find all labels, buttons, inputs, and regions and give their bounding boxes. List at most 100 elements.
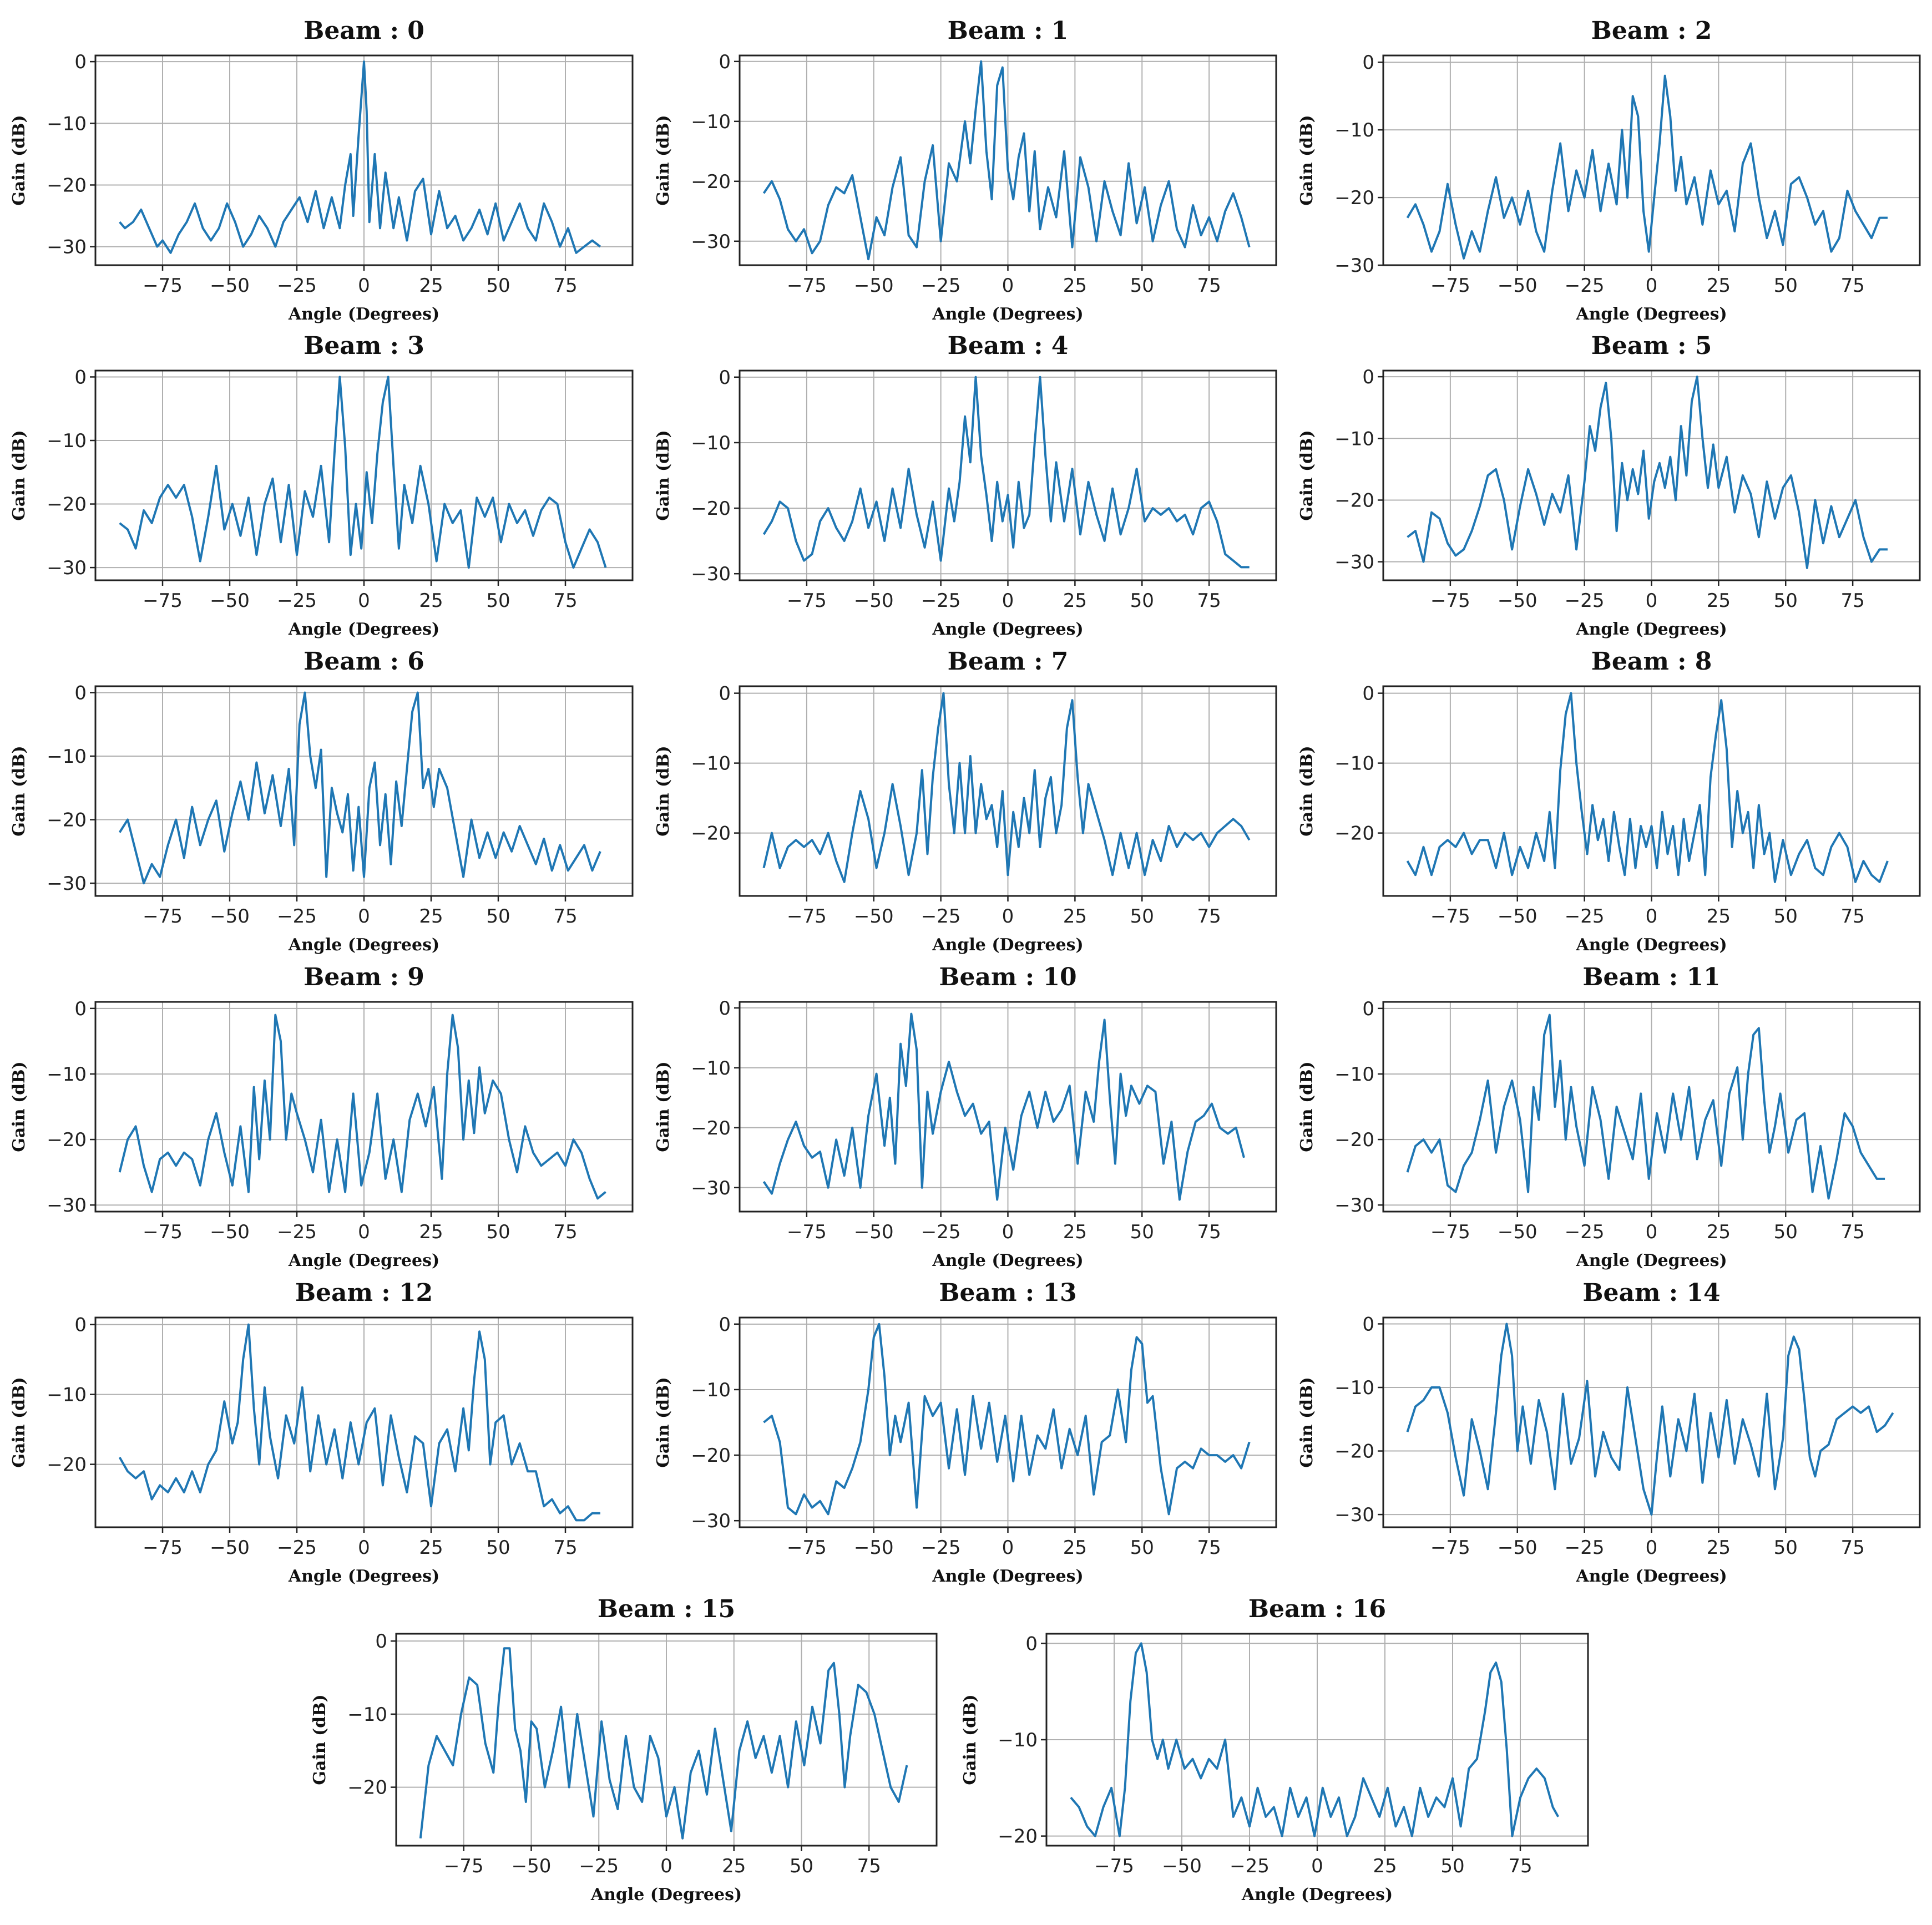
x-tick-label: −75 [143, 1221, 183, 1243]
x-tick-label: −25 [277, 1221, 317, 1243]
x-axis-label: Angle (Degrees) [1575, 1567, 1727, 1586]
x-tick-label: 0 [1646, 905, 1658, 928]
y-axis-label: Gain (dB) [310, 1694, 330, 1785]
y-tick-label: −10 [691, 111, 731, 133]
y-tick-label: −10 [998, 1729, 1038, 1751]
x-tick-label: 75 [1197, 590, 1221, 612]
x-tick-label: 50 [1440, 1855, 1464, 1877]
x-tick-label: −25 [277, 590, 317, 612]
x-tick-label: 75 [1197, 1221, 1221, 1243]
x-tick-label: 0 [358, 275, 370, 297]
x-tick-label: −25 [921, 1537, 961, 1559]
x-tick-label: 25 [1707, 590, 1731, 612]
x-axis-label: Angle (Degrees) [932, 1251, 1083, 1270]
gain-curve-beam-0 [119, 60, 601, 254]
chart-title: Beam : 12 [295, 1279, 433, 1307]
x-tick-label: 50 [1130, 905, 1154, 928]
x-tick-label: −75 [787, 905, 827, 928]
x-tick-label: −75 [787, 1221, 827, 1243]
x-tick-label: 0 [1002, 1221, 1014, 1243]
y-tick-label: −30 [47, 1194, 87, 1217]
y-axis-label: Gain (dB) [654, 1377, 673, 1467]
x-tick-label: 50 [1130, 590, 1154, 612]
gain-curve-beam-1 [762, 60, 1251, 261]
x-tick-label: 0 [1002, 905, 1014, 928]
x-tick-label: −50 [210, 590, 250, 612]
y-axis-label: Gain (dB) [1297, 115, 1317, 205]
x-tick-label: 50 [486, 1537, 510, 1559]
x-tick-label: 50 [1774, 905, 1798, 928]
x-tick-label: 75 [553, 590, 577, 612]
x-tick-label: 25 [419, 1537, 443, 1559]
y-tick-label: −10 [691, 1057, 731, 1080]
y-tick-label: −30 [691, 1177, 731, 1199]
x-tick-label: 75 [1197, 275, 1221, 297]
x-tick-label: −50 [854, 590, 894, 612]
x-tick-label: −50 [854, 275, 894, 297]
y-tick-label: 0 [1362, 52, 1374, 74]
x-axis-label: Angle (Degrees) [932, 305, 1083, 324]
gain-curve-beam-10 [762, 1012, 1245, 1201]
y-tick-label: 0 [74, 682, 87, 704]
x-axis-label: Angle (Degrees) [288, 620, 439, 639]
y-axis-label: Gain (dB) [9, 430, 29, 520]
x-tick-label: 50 [790, 1855, 813, 1877]
y-tick-label: −10 [47, 430, 87, 452]
y-tick-label: −20 [47, 494, 87, 516]
y-tick-label: −30 [1334, 1194, 1374, 1217]
x-tick-label: 75 [553, 905, 577, 928]
x-tick-label: −25 [921, 1221, 961, 1243]
gain-curve-beam-12 [118, 1323, 600, 1522]
x-tick-label: −50 [1498, 590, 1537, 612]
y-tick-label: −30 [1334, 551, 1374, 574]
chart-panel-beam-0: −75 −50 −25 0 25 50 75 0 −10 −20 −30 Beam : 0 Angle … [9, 17, 634, 324]
y-tick-label: −10 [47, 746, 87, 768]
x-tick-label: 50 [486, 590, 510, 612]
chart-title: Beam : 11 [1582, 963, 1720, 991]
x-axis-label: Angle (Degrees) [932, 935, 1083, 955]
x-tick-label: −50 [512, 1855, 552, 1877]
x-tick-label: 0 [1311, 1855, 1323, 1877]
x-tick-label: −25 [921, 275, 961, 297]
x-tick-label: −75 [1430, 275, 1470, 297]
x-tick-label: 25 [419, 590, 443, 612]
y-tick-label: −10 [1334, 753, 1374, 775]
gain-curve-beam-7 [762, 692, 1251, 883]
x-tick-label: 50 [486, 1221, 510, 1243]
gain-curve-beam-9 [118, 1014, 606, 1200]
y-tick-label: −10 [691, 1379, 731, 1401]
y-tick-label: −20 [1334, 1441, 1374, 1463]
y-axis-label: Gain (dB) [9, 1377, 29, 1467]
x-tick-label: 0 [1002, 1537, 1014, 1559]
x-tick-label: 0 [358, 590, 370, 612]
x-tick-label: −25 [277, 275, 317, 297]
x-axis-label: Angle (Degrees) [1575, 305, 1727, 324]
gain-curve-beam-8 [1406, 692, 1889, 883]
y-tick-label: 0 [719, 51, 731, 73]
x-tick-label: 50 [1774, 590, 1798, 612]
chart-panel-beam-2: −75 −50 −25 0 25 50 75 0 −10 −20 −30 Beam : 2 Angle … [1297, 17, 1921, 324]
y-axis-label: Gain (dB) [9, 746, 29, 836]
x-tick-label: −75 [787, 275, 827, 297]
y-tick-label: 0 [719, 1314, 731, 1336]
x-tick-label: 25 [1707, 275, 1731, 297]
y-tick-label: 0 [1362, 1313, 1374, 1335]
x-tick-label: 50 [1774, 1221, 1798, 1243]
y-tick-label: 0 [74, 1314, 87, 1336]
gain-curve-beam-16 [1070, 1642, 1560, 1837]
x-axis-label: Angle (Degrees) [932, 1567, 1083, 1586]
y-tick-label: −30 [691, 1510, 731, 1532]
y-tick-label: −30 [1334, 1504, 1374, 1526]
y-tick-label: 0 [74, 51, 87, 73]
chart-title: Beam : 8 [1591, 647, 1712, 676]
x-tick-label: 25 [1063, 590, 1087, 612]
y-tick-label: −30 [691, 231, 731, 253]
gain-curve-beam-4 [762, 376, 1250, 569]
y-tick-label: 0 [74, 366, 87, 388]
x-tick-label: 50 [1774, 1537, 1798, 1559]
y-axis-label: Gain (dB) [1297, 1061, 1317, 1152]
x-tick-label: 0 [358, 1221, 370, 1243]
x-axis-label: Angle (Degrees) [288, 935, 439, 955]
x-tick-label: 25 [1707, 1537, 1731, 1559]
